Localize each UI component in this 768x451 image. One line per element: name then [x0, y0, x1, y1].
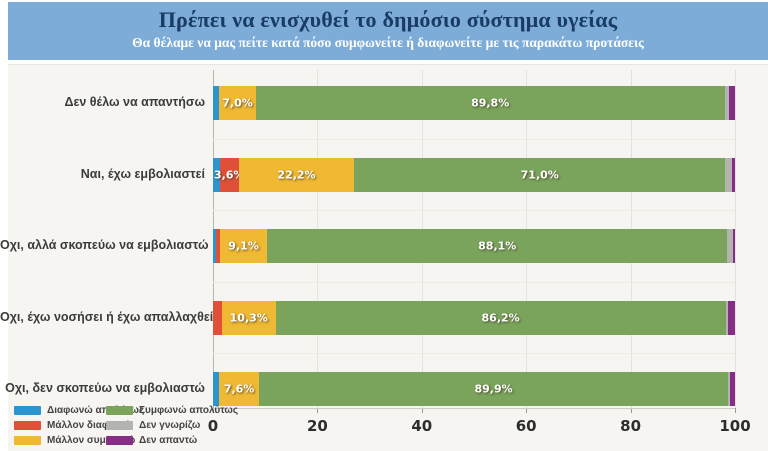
bar-segment-value: 10,3% — [229, 311, 268, 324]
bar-row: 7,0% 89,8% — [213, 86, 735, 120]
legend-swatch — [14, 420, 41, 430]
category-label: Οχι, αλλά σκοπεύω να εμβολιαστώ — [0, 238, 209, 252]
grid-line — [735, 70, 736, 408]
bar-segment — [729, 372, 735, 406]
bar-segment: 9,1% — [219, 229, 268, 263]
bar-segment — [213, 300, 222, 335]
bar-segment — [725, 300, 729, 335]
legend-item: Συμφωνώ απολύτως — [106, 404, 238, 416]
row-separator — [213, 281, 735, 283]
bar-segment — [724, 86, 729, 120]
bar-segment-value: 86,2% — [481, 311, 520, 324]
row-separator — [213, 353, 735, 355]
legend-label: Δεν απαντώ — [139, 434, 198, 446]
axis-tick — [526, 408, 528, 413]
axis-tick — [735, 408, 736, 413]
bar-row: 10,3% 86,2% — [213, 300, 735, 335]
legend-label: Συμφωνώ απολύτως — [139, 404, 239, 416]
bar-segment-value: 71,0% — [520, 168, 559, 181]
bar-segment — [725, 157, 733, 192]
legend-swatch — [14, 405, 41, 415]
category-label: Οχι, δεν σκοπεύω να εμβολιαστώ — [5, 381, 205, 395]
row-separator — [213, 138, 735, 140]
bar-segment — [728, 372, 730, 406]
chart-subtitle: Θα θέλαμε να μας πείτε κατά πόσο συμφωνε… — [132, 35, 644, 50]
axis-tick — [630, 408, 632, 413]
bar-row: 7,6% 89,9% — [213, 372, 735, 406]
axis-tick-label: 80 — [620, 417, 642, 435]
bar-segment: 7,0% — [219, 86, 256, 120]
bar-segment-value: 7,6% — [223, 382, 255, 396]
axis-tick-label: 60 — [515, 417, 537, 435]
axis-tick — [213, 408, 214, 413]
legend-swatch — [106, 420, 133, 430]
bar-segment: 22,2% — [238, 157, 355, 192]
legend-label: Διαφωνώ απολύτως — [47, 404, 145, 416]
category-label: Οχι, έχω νοσήσει ή έχω απαλλαχθεί — [0, 309, 214, 324]
axis-tick — [317, 408, 319, 413]
legend-item: Μάλλον διαφωνώ — [14, 419, 132, 431]
legend-item: Διαφωνώ απολύτως — [14, 404, 144, 416]
axis-tick-label: 0 — [207, 417, 219, 435]
bar-segment: 89,8% — [255, 86, 725, 120]
bar-segment — [727, 229, 734, 263]
legend-swatch — [14, 435, 41, 445]
chart-header: Πρέπει να ενισχυθεί το δημόσιο σύστημα υ… — [8, 2, 768, 60]
bar-segment — [215, 229, 220, 263]
bar-segment — [213, 372, 220, 406]
legend-swatch — [106, 405, 133, 415]
axis-tick-label: 100 — [719, 417, 751, 435]
bar-segment-value: 22,2% — [277, 168, 316, 181]
x-axis-line — [213, 408, 735, 409]
bar-segment-value: 9,1% — [228, 239, 259, 253]
bar-segment-value: 89,8% — [471, 96, 510, 110]
category-label: Δεν θέλω να απαντήσω — [64, 95, 205, 109]
bar-segment-value: 89,9% — [474, 382, 513, 396]
row-separator — [213, 210, 735, 212]
bar-segment: 71,0% — [354, 157, 726, 192]
bar-segment-value: 88,1% — [478, 239, 517, 253]
bar-segment: 88,1% — [267, 229, 728, 263]
bar-segment-value: 7,0% — [222, 96, 253, 110]
bar-segment — [733, 229, 735, 263]
category-label: Ναι, έχω εμβολιαστεί — [80, 166, 205, 181]
bar-segment — [728, 86, 735, 120]
bar-segment: 86,2% — [275, 300, 726, 335]
axis-tick-label: 40 — [411, 417, 433, 435]
bar-segment — [732, 157, 735, 192]
legend-label: Δεν γνωρίζω — [139, 419, 201, 431]
legend-item: Μάλλον συμφωνώ — [14, 434, 135, 446]
bar-segment — [213, 157, 220, 192]
bar-segment-value: 3,6% — [213, 168, 245, 181]
bar-segment: 89,9% — [258, 372, 729, 406]
bar-row: 3,6% 22,2% 71,0% — [213, 157, 735, 192]
bar-segment: 3,6% — [214, 157, 244, 192]
bar-segment — [213, 86, 220, 120]
axis-tick-label: 20 — [306, 417, 328, 435]
legend-label: Μάλλον διαφωνώ — [47, 419, 132, 431]
bar-segment: 10,3% — [221, 300, 276, 335]
bar-segment — [728, 300, 735, 335]
bar-segment: 7,6% — [219, 372, 259, 406]
chart-title: Πρέπει να ενισχυθεί το δημόσιο σύστημα υ… — [158, 7, 618, 32]
legend-item: Δεν γνωρίζω — [106, 419, 200, 431]
legend-swatch — [106, 435, 133, 445]
axis-tick — [421, 408, 423, 413]
bar-segment — [213, 229, 216, 263]
legend-label: Μάλλον συμφωνώ — [47, 434, 136, 446]
legend-item: Δεν απαντώ — [106, 434, 197, 446]
bar-row: 9,1% 88,1% — [213, 229, 735, 263]
